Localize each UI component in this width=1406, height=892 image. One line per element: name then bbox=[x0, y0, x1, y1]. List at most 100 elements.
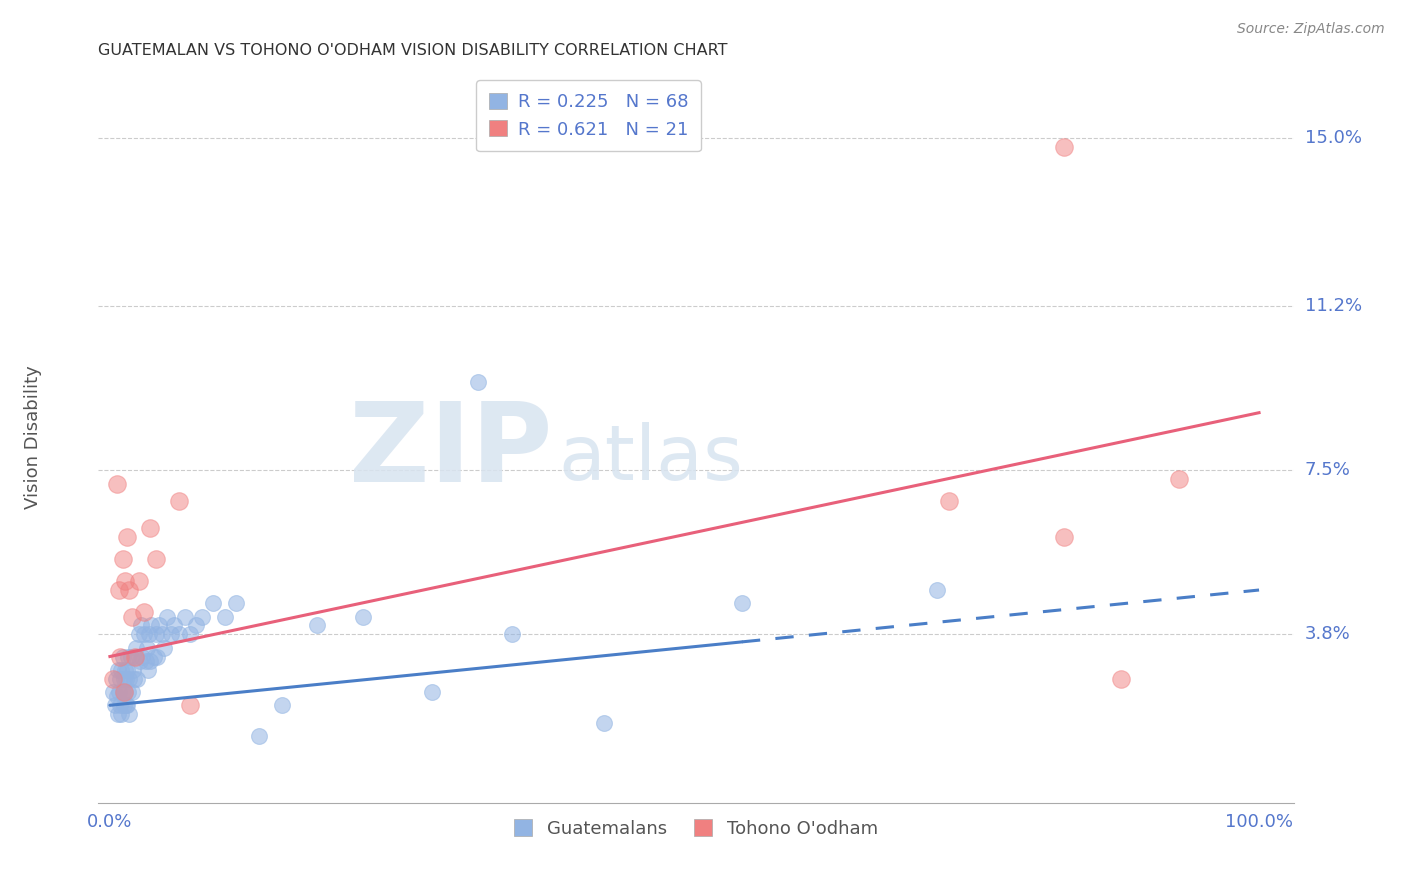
Point bbox=[112, 672, 135, 686]
Point bbox=[131, 649, 153, 664]
Text: ZIP: ZIP bbox=[349, 398, 553, 505]
Point bbox=[118, 707, 141, 722]
Point bbox=[184, 618, 207, 632]
Point bbox=[114, 574, 136, 589]
Point bbox=[420, 685, 443, 699]
Point bbox=[139, 521, 162, 535]
Point bbox=[138, 627, 160, 641]
Point bbox=[114, 685, 136, 699]
Point bbox=[111, 649, 134, 664]
Point bbox=[110, 672, 132, 686]
Point bbox=[118, 582, 141, 597]
Point bbox=[467, 375, 489, 389]
Point bbox=[115, 672, 138, 686]
Point bbox=[163, 618, 186, 632]
Point bbox=[150, 627, 173, 641]
Point bbox=[142, 649, 165, 664]
Point bbox=[117, 685, 139, 699]
Point bbox=[141, 618, 163, 632]
Point bbox=[927, 582, 949, 597]
Point bbox=[128, 654, 150, 668]
Point bbox=[134, 627, 156, 641]
Point bbox=[120, 649, 142, 664]
Text: GUATEMALAN VS TOHONO O'ODHAM VISION DISABILITY CORRELATION CHART: GUATEMALAN VS TOHONO O'ODHAM VISION DISA… bbox=[98, 43, 728, 58]
Point bbox=[247, 729, 270, 743]
Point bbox=[115, 663, 138, 677]
Point bbox=[124, 649, 146, 664]
Point bbox=[145, 627, 167, 641]
Point bbox=[156, 609, 179, 624]
Point bbox=[112, 685, 135, 699]
Point bbox=[108, 582, 131, 597]
Point bbox=[107, 663, 129, 677]
Point bbox=[104, 672, 127, 686]
Point bbox=[136, 663, 159, 677]
Point bbox=[593, 716, 616, 731]
Point bbox=[153, 640, 176, 655]
Point bbox=[1109, 672, 1132, 686]
Legend: Guatemalans, Tohono O'odham: Guatemalans, Tohono O'odham bbox=[508, 813, 884, 845]
Point bbox=[118, 672, 141, 686]
Point bbox=[1053, 530, 1076, 544]
Text: 3.8%: 3.8% bbox=[1305, 625, 1350, 643]
Point bbox=[105, 690, 128, 704]
Point bbox=[103, 698, 125, 713]
Point bbox=[112, 698, 135, 713]
Point bbox=[115, 530, 138, 544]
Point bbox=[173, 609, 195, 624]
Point bbox=[148, 618, 170, 632]
Point bbox=[145, 552, 167, 566]
Point bbox=[103, 685, 125, 699]
Point bbox=[146, 649, 169, 664]
Point bbox=[110, 649, 132, 664]
Point bbox=[110, 663, 132, 677]
Point bbox=[114, 663, 136, 677]
Point bbox=[159, 627, 181, 641]
Point bbox=[122, 672, 145, 686]
Point bbox=[225, 596, 247, 610]
Point bbox=[124, 649, 146, 664]
Point bbox=[117, 649, 139, 664]
Point bbox=[111, 552, 134, 566]
Point bbox=[129, 618, 152, 632]
Point bbox=[501, 627, 523, 641]
Text: Source: ZipAtlas.com: Source: ZipAtlas.com bbox=[1237, 22, 1385, 37]
Point bbox=[115, 698, 138, 713]
Point bbox=[108, 685, 131, 699]
Point bbox=[938, 494, 960, 508]
Point bbox=[134, 605, 156, 619]
Point bbox=[1053, 139, 1076, 153]
Point bbox=[105, 476, 128, 491]
Text: atlas: atlas bbox=[558, 422, 744, 496]
Point bbox=[179, 627, 201, 641]
Point bbox=[202, 596, 225, 610]
Point bbox=[1167, 472, 1189, 486]
Point bbox=[271, 698, 294, 713]
Point bbox=[191, 609, 214, 624]
Point bbox=[110, 698, 132, 713]
Point bbox=[121, 609, 143, 624]
Point bbox=[107, 707, 129, 722]
Point bbox=[214, 609, 236, 624]
Point bbox=[167, 494, 190, 508]
Point bbox=[135, 640, 157, 655]
Point bbox=[731, 596, 754, 610]
Point bbox=[179, 698, 201, 713]
Point bbox=[305, 618, 328, 632]
Point bbox=[127, 672, 149, 686]
Point bbox=[111, 685, 134, 699]
Point bbox=[121, 685, 143, 699]
Text: 11.2%: 11.2% bbox=[1305, 297, 1362, 315]
Point bbox=[110, 707, 132, 722]
Point bbox=[122, 663, 145, 677]
Point bbox=[115, 698, 138, 713]
Text: Vision Disability: Vision Disability bbox=[24, 365, 42, 509]
Point bbox=[128, 627, 150, 641]
Point bbox=[125, 640, 148, 655]
Text: 7.5%: 7.5% bbox=[1305, 461, 1351, 479]
Text: 15.0%: 15.0% bbox=[1305, 128, 1361, 147]
Point bbox=[128, 574, 150, 589]
Point bbox=[139, 654, 162, 668]
Point bbox=[135, 654, 157, 668]
Point bbox=[352, 609, 374, 624]
